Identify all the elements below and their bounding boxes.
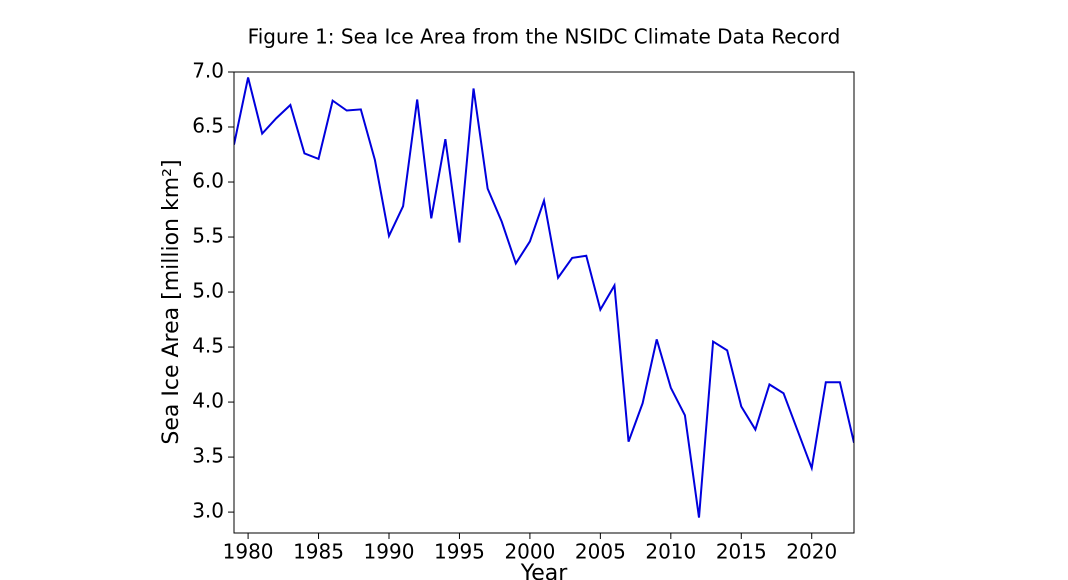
y-tick-label: 4.0 (192, 389, 224, 413)
x-tick-label: 2000 (504, 540, 555, 564)
chart-title: Figure 1: Sea Ice Area from the NSIDC Cl… (248, 25, 841, 49)
x-tick-label: 2015 (716, 540, 767, 564)
data-line (234, 77, 854, 518)
y-tick-label: 3.5 (192, 444, 224, 468)
y-tick-label: 5.5 (192, 224, 224, 248)
x-tick-label: 1980 (223, 540, 274, 564)
x-tick-label: 1985 (293, 540, 344, 564)
y-tick-label: 3.0 (192, 499, 224, 523)
x-tick-label: 1995 (434, 540, 485, 564)
y-tick-label: 6.0 (192, 169, 224, 193)
x-axis-label: Year (520, 561, 569, 580)
y-tick-label: 6.5 (192, 114, 224, 138)
y-tick-label: 5.0 (192, 279, 224, 303)
y-axis-label: Sea Ice Area [million km²] (159, 159, 184, 444)
plot-frame (233, 71, 855, 534)
y-tick-label: 7.0 (192, 59, 224, 83)
x-tick-label: 2020 (786, 540, 837, 564)
x-tick-label: 2005 (575, 540, 626, 564)
y-tick-label: 4.5 (192, 334, 224, 358)
x-tick-label: 2010 (645, 540, 696, 564)
x-tick-label: 1990 (364, 540, 415, 564)
